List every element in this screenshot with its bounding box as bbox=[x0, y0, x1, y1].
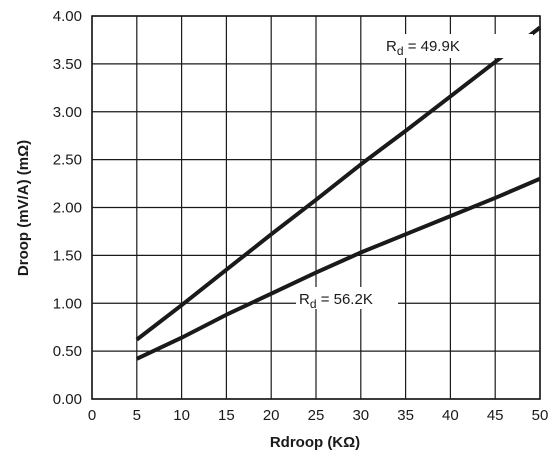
x-tick-label: 15 bbox=[218, 407, 235, 424]
series-label-text: Rd = 49.9K bbox=[386, 38, 460, 58]
x-tick-label: 35 bbox=[397, 407, 414, 424]
y-tick-labels: 0.00 0.50 1.00 1.50 2.00 2.50 3.00 3.50 4.00 bbox=[53, 8, 82, 408]
y-tick-label: 4.00 bbox=[53, 8, 82, 25]
x-tick-label: 30 bbox=[352, 407, 369, 424]
series-label-1: Rd = 49.9K bbox=[383, 34, 533, 58]
x-tick-label: 40 bbox=[442, 407, 459, 424]
x-tick-label: 45 bbox=[487, 407, 504, 424]
y-tick-label: 2.50 bbox=[53, 152, 82, 169]
series-label-subscript: d bbox=[310, 297, 317, 311]
x-tick-labels: 0 5 10 15 20 25 30 35 40 45 50 bbox=[88, 407, 549, 424]
plot-frame bbox=[91, 15, 541, 400]
series-line-1 bbox=[135, 25, 542, 342]
x-tick-label: 10 bbox=[173, 407, 190, 424]
series-lines bbox=[135, 25, 542, 361]
y-tick-label: 3.00 bbox=[53, 104, 82, 121]
x-tick-label: 20 bbox=[263, 407, 280, 424]
series-label-text: Rd = 56.2K bbox=[299, 291, 373, 311]
y-tick-label: 1.50 bbox=[53, 247, 82, 264]
y-tick-label: 3.50 bbox=[53, 56, 82, 73]
y-tick-label: 0.50 bbox=[53, 343, 82, 360]
x-tick-label: 25 bbox=[308, 407, 325, 424]
series-label-value: = 49.9K bbox=[404, 38, 460, 55]
y-axis-title: Droop (mV/A) (mΩ) bbox=[15, 140, 32, 276]
series-label-subscript: d bbox=[397, 44, 404, 58]
x-axis-title: Rdroop (KΩ) bbox=[270, 434, 360, 451]
y-tick-label: 2.00 bbox=[53, 200, 82, 217]
label-backing bbox=[383, 34, 533, 58]
series-label-main: R bbox=[386, 38, 397, 55]
y-tick-label: 1.00 bbox=[53, 295, 82, 312]
series-line-2 bbox=[135, 176, 541, 361]
label-backing bbox=[296, 287, 398, 309]
y-tick-label: 0.00 bbox=[53, 391, 82, 408]
series-label-main: R bbox=[299, 291, 310, 308]
x-tick-label: 5 bbox=[133, 407, 141, 424]
series-label-2: Rd = 56.2K bbox=[296, 287, 398, 311]
x-tick-label: 0 bbox=[88, 407, 96, 424]
x-tick-label: 50 bbox=[532, 407, 549, 424]
series-label-value: = 56.2K bbox=[317, 291, 373, 308]
